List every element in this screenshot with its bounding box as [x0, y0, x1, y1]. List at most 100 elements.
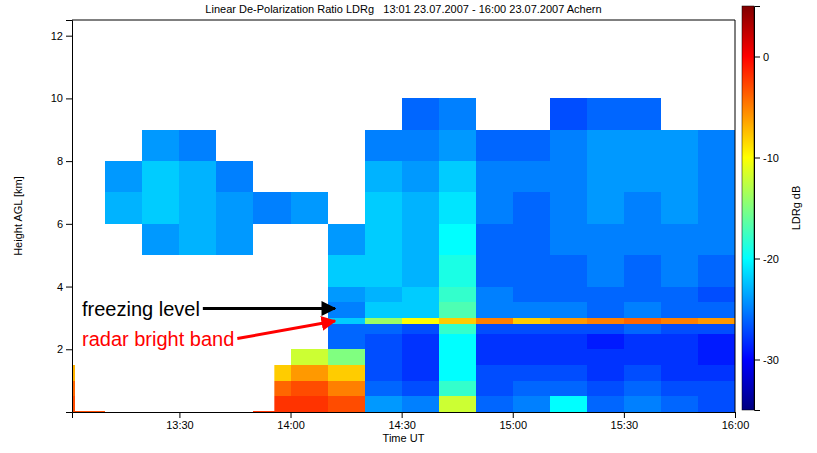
cell — [402, 255, 439, 286]
cell — [550, 287, 587, 303]
cell — [587, 365, 624, 381]
cell — [661, 287, 698, 303]
cell — [698, 324, 735, 333]
y-tick: 4 — [57, 281, 72, 293]
cell — [513, 381, 550, 397]
y-axis-title: Height AGL [km] — [12, 176, 24, 256]
x-tick-mark — [179, 412, 180, 418]
cell — [402, 98, 439, 129]
cell — [513, 224, 550, 255]
colorbar-tick: 0 — [754, 51, 769, 63]
cell — [698, 381, 735, 397]
annotation-text: freezing level — [82, 298, 200, 320]
colorbar-tick-mark — [754, 360, 760, 361]
cell — [587, 224, 624, 255]
cell — [402, 365, 439, 381]
cell — [365, 381, 402, 397]
cell — [476, 130, 513, 161]
cell — [587, 318, 624, 324]
colorbar — [742, 6, 754, 410]
cell — [105, 192, 142, 223]
cell — [216, 192, 253, 223]
cell — [550, 349, 587, 365]
cell — [402, 381, 439, 397]
cell — [439, 365, 476, 381]
cell — [624, 255, 661, 286]
cell — [476, 287, 513, 303]
cell — [661, 324, 698, 333]
cell — [624, 98, 661, 129]
cell — [328, 224, 365, 255]
cell — [587, 255, 624, 286]
cell — [550, 334, 587, 350]
cell — [587, 192, 624, 223]
cell — [550, 255, 587, 286]
x-tick: 16:00 — [722, 412, 750, 431]
cell — [476, 381, 513, 397]
cell — [439, 381, 476, 397]
cell — [439, 130, 476, 161]
cell — [365, 224, 402, 255]
cell — [365, 318, 402, 324]
cell — [439, 161, 476, 192]
y-tick-label: 8 — [57, 155, 63, 167]
cell — [365, 324, 402, 333]
colorbar-tick-label: 0 — [763, 51, 769, 63]
x-tick-label: 14:00 — [277, 419, 305, 431]
cell — [476, 365, 513, 381]
cell — [402, 287, 439, 303]
cell — [698, 224, 735, 255]
y-tick-label: 12 — [51, 30, 63, 42]
cell — [179, 130, 216, 161]
cell — [513, 318, 550, 324]
x-axis: 13:3014:0014:3015:0015:3016:00 — [73, 412, 750, 431]
y-tick-mark — [66, 349, 72, 350]
x-tick: 14:00 — [277, 412, 305, 431]
cell — [439, 98, 476, 129]
cell — [439, 255, 476, 286]
cell — [698, 396, 735, 412]
cell — [661, 365, 698, 381]
cell — [661, 161, 698, 192]
cell — [587, 130, 624, 161]
cell — [587, 98, 624, 129]
cell — [439, 324, 476, 333]
cell — [550, 302, 587, 318]
y-tick-mark — [66, 36, 72, 37]
cell — [513, 334, 550, 350]
cell — [550, 318, 587, 324]
x-tick: 14:30 — [388, 412, 416, 431]
cell — [624, 192, 661, 223]
y-axis-line — [66, 21, 73, 413]
cell — [402, 349, 439, 365]
cell — [402, 192, 439, 223]
cell — [661, 349, 698, 365]
cell — [698, 255, 735, 286]
cell — [328, 334, 365, 350]
cell — [402, 302, 439, 318]
cell — [550, 365, 587, 381]
cell — [142, 130, 179, 161]
cell — [624, 381, 661, 397]
cell — [179, 192, 216, 223]
y-tick-label: 2 — [57, 343, 63, 355]
cell — [661, 334, 698, 350]
colorbar-tick-mark — [754, 259, 760, 260]
chart: 13:3014:0014:3015:0015:3016:0024681012Li… — [0, 0, 817, 453]
annotation-arrow — [237, 321, 335, 338]
cell — [253, 192, 290, 223]
frame-right — [735, 20, 736, 412]
cell — [550, 324, 587, 333]
y-tick: 8 — [57, 155, 72, 167]
cell — [698, 302, 735, 318]
cell — [328, 396, 365, 412]
cell — [624, 224, 661, 255]
cell — [698, 192, 735, 223]
cell — [328, 302, 365, 318]
cell — [698, 287, 735, 303]
cell — [328, 255, 365, 286]
colorbar-tick-label: -20 — [763, 253, 779, 265]
cell — [550, 130, 587, 161]
cell — [179, 161, 216, 192]
cell — [328, 381, 365, 397]
